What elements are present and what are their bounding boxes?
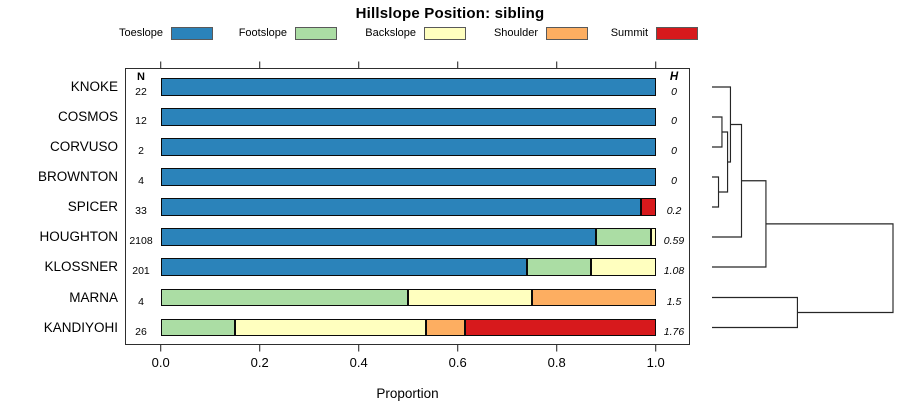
h-value: 0.59	[663, 235, 685, 247]
dendrogram-link	[712, 176, 720, 208]
h-value: 0	[671, 175, 677, 187]
row-label: HOUGHTON	[39, 229, 118, 244]
plot-box	[125, 68, 690, 345]
row-label: SPICER	[67, 199, 118, 214]
legend-swatch-toeslope	[171, 27, 213, 40]
bar-segment-backslope	[591, 258, 656, 276]
bar-segment-toeslope	[160, 78, 656, 96]
bar-segment-summit	[640, 198, 656, 216]
legend-label: Footslope	[238, 27, 287, 39]
dendrogram-link	[712, 296, 799, 329]
h-value: 1.5	[666, 295, 682, 308]
n-value: 2108	[129, 235, 153, 247]
bar-segment-toeslope	[160, 168, 656, 186]
bar-segment-shoulder	[531, 288, 656, 307]
n-value: 4	[138, 175, 144, 187]
n-value: 4	[138, 295, 144, 308]
bar-segment-toeslope	[160, 198, 641, 216]
h-value: 0	[671, 115, 677, 127]
h-value: 0	[671, 145, 677, 157]
row-label: KANDIYOHI	[43, 319, 118, 335]
x-tick-label: 1.0	[646, 355, 665, 370]
row-label: KNOKE	[70, 79, 118, 94]
bar-segment-toeslope	[160, 108, 656, 126]
n-value: 12	[135, 115, 147, 127]
dendrogram-link	[712, 116, 723, 148]
legend-swatch-shoulder	[546, 27, 588, 40]
n-column-header: N	[137, 71, 145, 83]
n-value: 33	[135, 205, 147, 217]
x-tick-label: 0.8	[547, 355, 566, 370]
x-tick-label: 0.4	[349, 355, 368, 370]
chart-title: Hillslope Position: sibling	[355, 5, 545, 22]
bar-segment-footslope	[527, 258, 592, 276]
row-label: KLOSSNER	[44, 259, 118, 274]
legend-label: Backslope	[365, 27, 416, 39]
dendrogram-link	[765, 223, 894, 314]
legend-swatch-summit	[656, 27, 698, 40]
bar-segment-footslope	[596, 228, 651, 246]
x-tick-label: 0.6	[448, 355, 467, 370]
dendrogram-link	[712, 86, 732, 163]
bar-segment-toeslope	[160, 228, 597, 246]
dendrogram-link	[718, 131, 729, 193]
bar-segment-toeslope	[160, 138, 656, 156]
bar-segment-toeslope	[160, 258, 527, 276]
x-tick-label: 0.2	[250, 355, 269, 370]
x-tick-label: 0.0	[151, 355, 170, 370]
h-value: 1.76	[663, 325, 685, 338]
n-value: 2	[138, 145, 144, 157]
legend-swatch-footslope	[295, 27, 337, 40]
row-label: CORVUSO	[49, 139, 118, 154]
bar-segment-backslope	[650, 228, 656, 246]
bar-segment-shoulder	[425, 318, 466, 337]
legend-swatch-backslope	[424, 27, 466, 40]
row-label: COSMOS	[57, 109, 118, 124]
n-value: 22	[135, 86, 147, 98]
legend-label: Toeslope	[118, 27, 163, 39]
row-label: BROWNTON	[38, 169, 118, 184]
n-value: 201	[132, 265, 150, 277]
bar-segment-footslope	[160, 318, 235, 337]
n-value: 26	[135, 325, 147, 338]
h-value: 0	[671, 86, 677, 98]
h-value: 0.2	[666, 205, 682, 217]
bar-segment-backslope	[408, 288, 532, 307]
dendrogram-link	[712, 123, 743, 238]
bar-segment-footslope	[160, 288, 409, 307]
h-value: 1.08	[663, 265, 685, 277]
bar-segment-backslope	[234, 318, 426, 337]
h-column-header: H	[669, 71, 679, 83]
x-axis-title: Proportion	[376, 386, 439, 401]
legend-label: Shoulder	[493, 27, 538, 39]
row-label: MARNA	[69, 289, 118, 305]
bar-segment-summit	[465, 318, 656, 337]
dendrogram-link	[712, 180, 767, 268]
legend-label: Summit	[610, 27, 648, 39]
